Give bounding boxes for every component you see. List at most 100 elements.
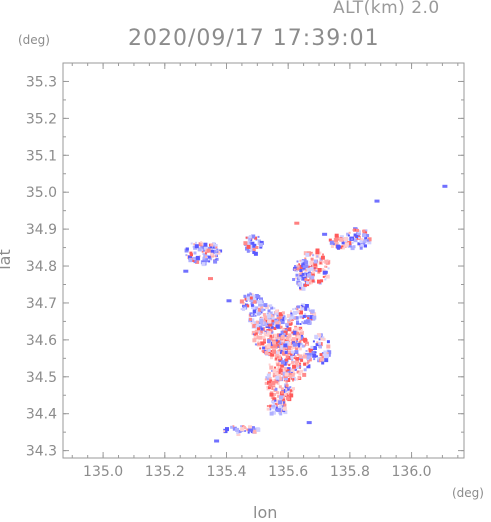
echo-pixel	[313, 346, 317, 350]
echo-pixel	[290, 355, 294, 359]
echo-pixel	[307, 315, 310, 318]
echo-pixel	[215, 254, 218, 257]
echo-pixel	[280, 390, 284, 394]
echo-pixel	[206, 255, 209, 258]
echo-pixel	[292, 315, 295, 318]
echo-pixel	[195, 259, 200, 264]
echo-pixel	[271, 319, 275, 323]
echo-pixel	[202, 256, 206, 260]
echo-pixel	[255, 306, 259, 310]
echo-pixel	[294, 265, 296, 267]
echo-pixel	[296, 260, 299, 263]
echo-pixel	[219, 249, 223, 253]
echo-pixel	[307, 307, 311, 311]
echo-pixel	[304, 304, 309, 308]
echo-pixel	[216, 251, 219, 254]
echo-pixel	[262, 350, 266, 354]
echo-pixel	[223, 430, 226, 433]
echo-pixel	[320, 336, 325, 341]
echo-pixel	[312, 312, 317, 317]
echo-pixel	[294, 355, 297, 358]
echo-pixel	[272, 349, 277, 354]
echo-pixel	[367, 240, 372, 245]
echo-pixel	[260, 322, 264, 326]
echo-pixel	[188, 258, 193, 263]
echo-pixel	[352, 245, 356, 249]
echo-pixel	[299, 330, 304, 335]
echo-pixel	[267, 330, 271, 335]
echo-pixel	[275, 357, 278, 360]
echo-pixel	[299, 259, 302, 262]
echo-pixel	[255, 246, 259, 249]
timestamp-title: 2020/09/17 17:39:01	[128, 26, 380, 51]
echo-pixel	[214, 252, 217, 255]
echo-pixel	[286, 378, 291, 382]
echo-pixel	[266, 405, 269, 407]
echo-pixel	[270, 350, 273, 352]
echo-pixel	[315, 248, 320, 253]
y-tick-label: 34.4	[26, 407, 57, 423]
echo-pixel	[274, 310, 279, 315]
echo-pixel	[353, 233, 357, 237]
echo-pixel	[282, 371, 287, 376]
echo-pixel	[205, 255, 207, 258]
echo-pixel	[190, 253, 193, 257]
echo-pixel	[270, 311, 273, 314]
echo-pixel	[284, 392, 287, 395]
echo-pixel	[207, 246, 211, 250]
echo-pixel	[300, 303, 305, 308]
echo-pixel	[303, 304, 306, 307]
echo-pixel	[285, 388, 288, 391]
echo-pixel	[248, 244, 253, 249]
echo-pixel	[316, 255, 319, 258]
echo-pixel	[293, 368, 296, 371]
echo-pixel	[263, 338, 266, 342]
y-tick-label: 34.5	[26, 370, 57, 386]
echo-pixel	[289, 363, 292, 365]
echo-pixel	[292, 387, 295, 391]
echo-pixel	[301, 272, 305, 276]
echo-pixel	[300, 369, 304, 373]
echo-pixel	[307, 279, 310, 282]
echo-pixel	[257, 307, 262, 312]
echo-pixel	[317, 270, 321, 274]
echo-pixel	[310, 279, 314, 283]
echo-pixel	[264, 378, 267, 381]
echo-pixel	[245, 242, 250, 246]
echo-pixel	[254, 294, 259, 298]
echo-point	[322, 232, 328, 236]
echo-pixel	[283, 396, 285, 399]
echo-pixel	[253, 334, 257, 338]
echo-pixel	[232, 426, 237, 431]
echo-pixel	[269, 392, 274, 397]
echo-pixel	[317, 357, 319, 360]
echo-pixel	[308, 281, 312, 285]
echo-pixel	[282, 314, 285, 317]
echo-pixel	[326, 344, 331, 349]
echo-pixel	[344, 242, 349, 247]
echo-pixel	[278, 376, 283, 381]
echo-pixel	[268, 363, 271, 366]
echo-pixel	[277, 394, 281, 398]
echo-pixel	[272, 375, 275, 378]
echo-pixel	[305, 267, 308, 270]
echo-pixel	[257, 235, 260, 238]
echo-pixel	[272, 400, 274, 403]
echo-pixel	[325, 274, 330, 279]
echo-pixel	[287, 370, 291, 374]
y-tick-label: 35.2	[26, 111, 57, 127]
echo-pixel	[277, 408, 282, 413]
echo-pixel	[357, 230, 361, 234]
echo-pixel	[281, 351, 286, 356]
echo-pixel	[201, 250, 204, 253]
echo-pixel	[347, 241, 352, 246]
echo-pixel	[309, 251, 313, 255]
echo-pixel	[279, 349, 284, 354]
echo-pixel	[289, 386, 292, 389]
echo-pixel	[252, 299, 257, 304]
x-unit-label: (deg)	[452, 486, 484, 500]
echo-pixel	[297, 284, 300, 287]
echo-pixel	[359, 246, 363, 250]
echo-pixel	[306, 281, 309, 285]
echo-pixel	[210, 246, 212, 249]
